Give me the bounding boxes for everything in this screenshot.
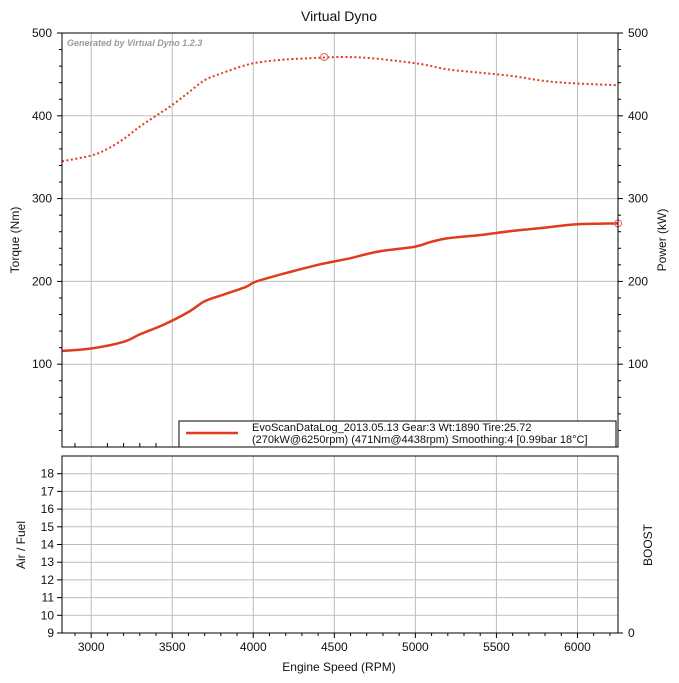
air-fuel-tick-label: 14: [41, 538, 55, 552]
power-tick-label: 400: [628, 109, 648, 123]
x-tick-label: 3500: [159, 640, 186, 654]
air-fuel-tick-label: 9: [47, 626, 54, 640]
x-tick-label: 4500: [321, 640, 348, 654]
legend-line-2: (270kW@6250rpm) (471Nm@4438rpm) Smoothin…: [252, 434, 588, 446]
boost-tick-label: 0: [628, 626, 635, 640]
air-fuel-tick-label: 11: [42, 591, 55, 605]
air-fuel-tick-label: 18: [41, 467, 55, 481]
torque-tick-label: 200: [32, 274, 52, 288]
power-tick-label: 200: [628, 274, 648, 288]
x-axis-title: Engine Speed (RPM): [282, 660, 395, 674]
power-tick-label: 100: [628, 357, 648, 371]
torque-tick-label: 100: [32, 357, 52, 371]
legend: EvoScanDataLog_2013.05.13 Gear:3 Wt:1890…: [178, 420, 617, 448]
power-axis-title: Power (kW): [655, 209, 669, 272]
torque-axis-title: Torque (Nm): [8, 207, 22, 274]
torque-tick-label: 500: [32, 26, 52, 40]
power-tick-label: 300: [628, 192, 648, 206]
chart-title: Virtual Dyno: [301, 8, 377, 24]
power-tick-label: 500: [628, 26, 648, 40]
x-tick-label: 6000: [564, 640, 591, 654]
air-fuel-tick-label: 13: [41, 555, 55, 569]
x-tick-label: 4000: [240, 640, 267, 654]
top-panel-background: [62, 33, 618, 447]
bottom-panel-ticks: 9 10 11 12 13 14 15 16 17 18 0: [41, 467, 635, 640]
legend-box: [178, 420, 617, 448]
x-tick-label: 5000: [402, 640, 429, 654]
x-axis-ticks: 3000 3500 4000 4500 5000 5500 6000: [74, 633, 611, 654]
air-fuel-tick-label: 10: [41, 608, 55, 622]
watermark-text: Generated by Virtual Dyno 1.2.3: [67, 38, 202, 48]
air-fuel-tick-label: 12: [41, 573, 55, 587]
air-fuel-tick-label: 15: [41, 520, 55, 534]
air-fuel-tick-label: 17: [41, 484, 55, 498]
air-fuel-tick-label: 16: [41, 502, 55, 516]
power-curve: [61, 222, 619, 353]
torque-tick-label: 300: [32, 192, 52, 206]
legend-line-1: EvoScanDataLog_2013.05.13 Gear:3 Wt:1890…: [252, 422, 531, 434]
torque-tick-label: 400: [32, 109, 52, 123]
x-tick-label: 3000: [78, 640, 105, 654]
peak-torque-marker: [320, 53, 329, 62]
boost-axis-title: BOOST: [641, 523, 655, 566]
air-fuel-axis-title: Air / Fuel: [14, 521, 28, 569]
bottom-panel-frame: [61, 455, 619, 634]
x-tick-label: 5500: [483, 640, 510, 654]
